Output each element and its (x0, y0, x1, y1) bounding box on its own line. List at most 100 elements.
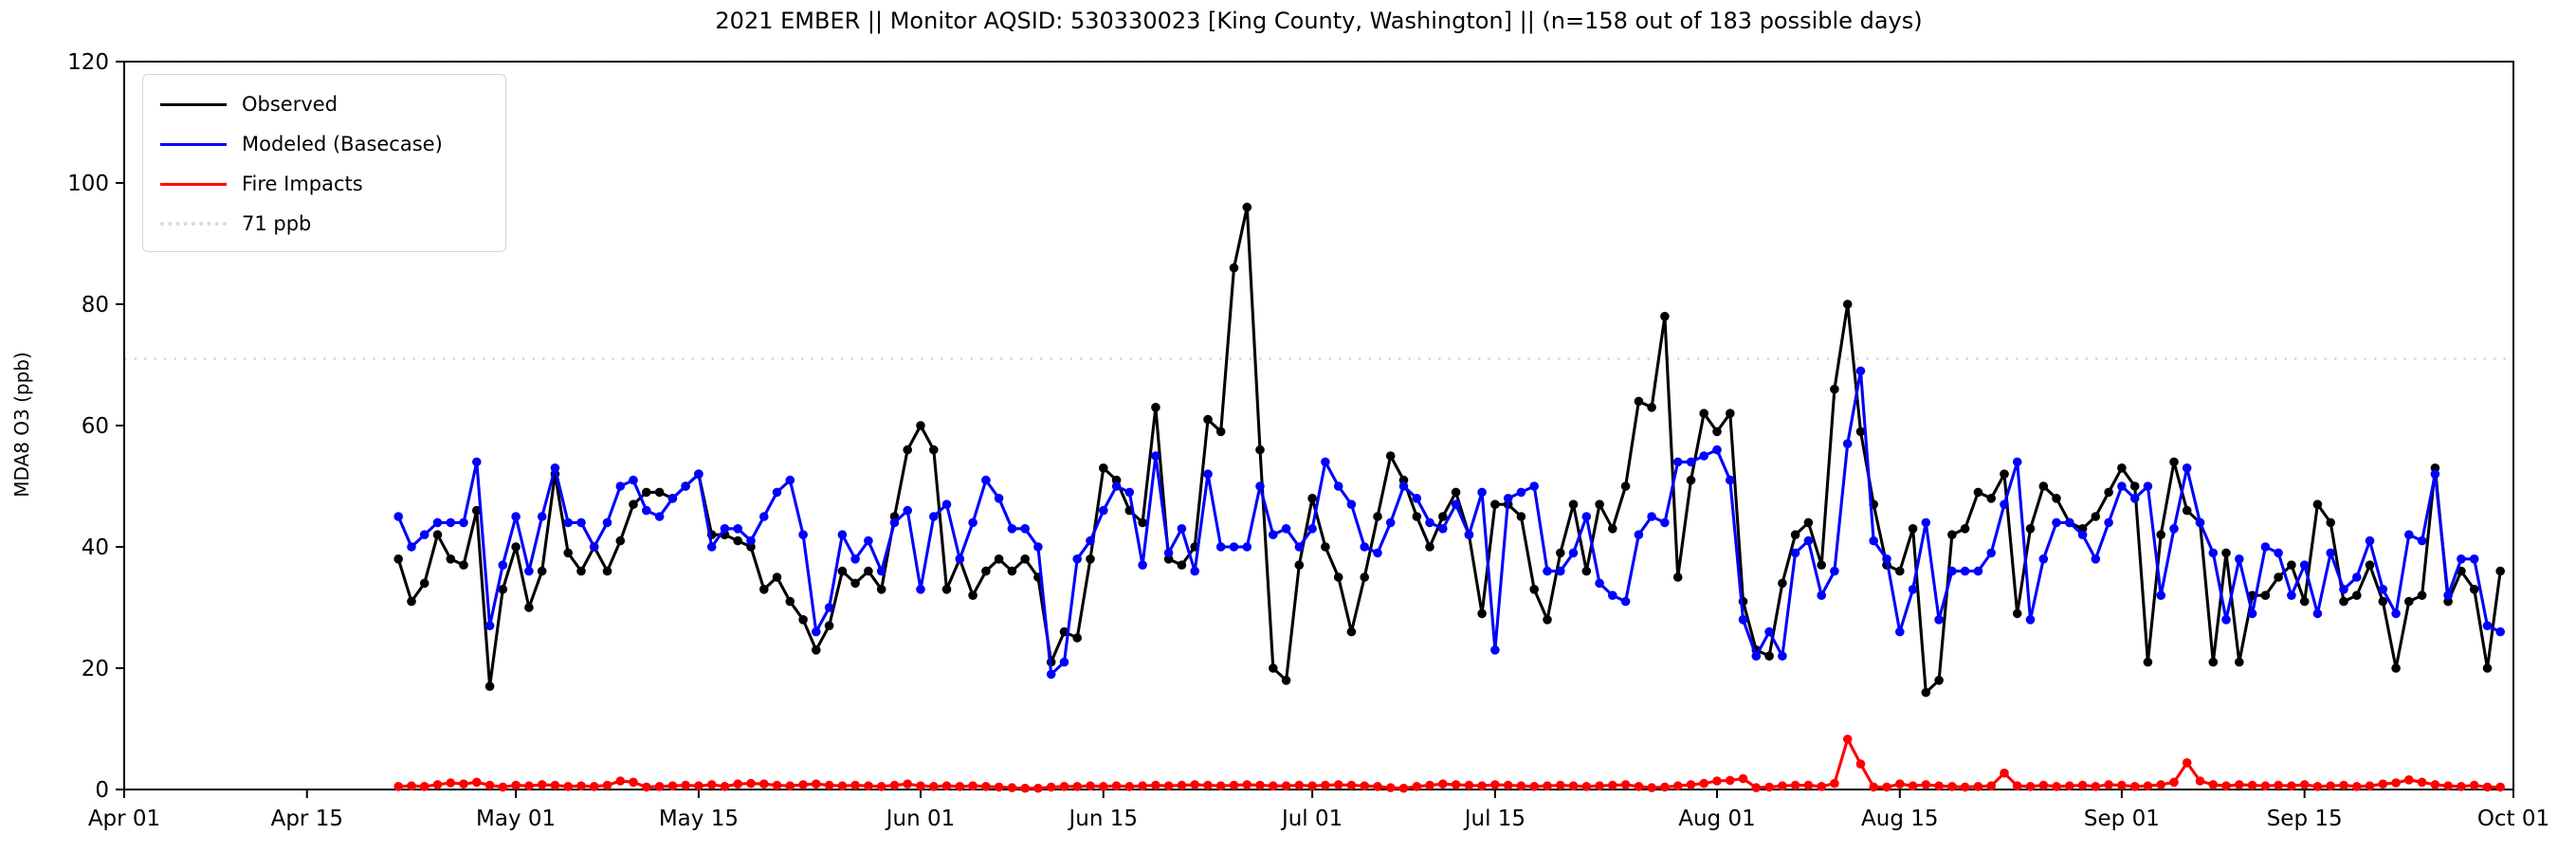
data-point (1151, 451, 1160, 461)
data-point (459, 517, 468, 528)
data-point (2352, 572, 2362, 582)
data-point (1686, 457, 1696, 467)
data-point (1934, 781, 1944, 790)
data-point (733, 779, 742, 789)
data-point (1869, 535, 1878, 546)
data-point (1556, 780, 1565, 790)
x-tick-label: Jun 01 (885, 807, 956, 831)
y-tick-label: 20 (82, 657, 109, 681)
data-point (2339, 596, 2348, 607)
data-point (2378, 585, 2388, 594)
data-point (472, 457, 482, 467)
data-point (2235, 657, 2244, 667)
data-point (1660, 312, 1670, 321)
data-point (1672, 572, 1683, 582)
x-tick-label: Apr 01 (88, 807, 160, 831)
data-point (1360, 572, 1369, 582)
data-point (1477, 608, 1487, 619)
data-point (772, 487, 782, 498)
data-point (2378, 779, 2388, 789)
data-point (824, 621, 834, 630)
data-point (2312, 782, 2323, 791)
data-point (2143, 481, 2153, 491)
data-point (1921, 517, 1931, 528)
data-point (1595, 781, 1604, 790)
data-point (1660, 782, 1670, 792)
data-point (2052, 494, 2061, 503)
y-tick-label: 0 (95, 778, 109, 803)
data-point (1620, 780, 1631, 789)
data-point (446, 778, 456, 788)
data-point (1059, 657, 1069, 667)
data-point (2326, 781, 2335, 790)
data-point (1046, 782, 1056, 792)
data-point (419, 578, 429, 589)
data-point (1778, 578, 1787, 589)
data-point (1307, 494, 1317, 503)
data-point (994, 554, 1004, 564)
data-point (941, 585, 952, 594)
data-point (2235, 554, 2244, 564)
data-point (2025, 524, 2036, 534)
data-point (916, 585, 925, 594)
data-point (1229, 542, 1239, 552)
data-point (994, 494, 1004, 503)
data-point (2052, 782, 2061, 791)
data-point (824, 603, 834, 612)
data-point (2091, 512, 2101, 521)
data-point (1307, 524, 1317, 534)
data-point (419, 530, 429, 539)
data-point (1699, 451, 1708, 461)
data-point (968, 517, 977, 528)
data-point (2443, 590, 2453, 600)
data-point (1333, 572, 1343, 582)
data-point (1321, 457, 1330, 467)
data-point (472, 777, 482, 788)
data-point (1229, 780, 1239, 790)
data-point (1764, 651, 1774, 661)
data-point (1973, 782, 1983, 791)
data-point (1699, 408, 1708, 419)
data-point (1660, 517, 1670, 528)
data-point (1138, 560, 1147, 570)
data-point (889, 780, 900, 790)
data-point (2339, 780, 2348, 790)
data-point (1764, 782, 1774, 792)
data-point (1647, 783, 1656, 792)
data-point (1373, 548, 1382, 558)
data-point (2104, 487, 2113, 498)
data-point (2274, 548, 2283, 558)
data-point (876, 566, 886, 576)
legend-item-label: 71 ppb (242, 212, 312, 235)
data-point (1086, 781, 1095, 790)
data-point (667, 494, 678, 503)
y-tick-label: 100 (67, 172, 109, 196)
data-point (681, 780, 690, 790)
data-point (1294, 542, 1305, 552)
legend-item-label: Modeled (Basecase) (242, 133, 443, 155)
fire-line-swatch-icon (160, 182, 227, 186)
data-point (484, 780, 495, 790)
data-point (1412, 512, 1422, 521)
data-point (1908, 524, 1918, 534)
data-point (837, 566, 848, 576)
data-point (2221, 548, 2231, 558)
data-point (2482, 621, 2493, 630)
data-point (706, 780, 717, 789)
data-point (459, 560, 468, 570)
data-point (1255, 780, 1265, 790)
data-point (772, 780, 782, 790)
data-point (1072, 633, 1082, 643)
data-point (1790, 780, 1800, 790)
data-point (1033, 783, 1043, 793)
data-point (1921, 780, 1931, 789)
data-point (2326, 548, 2335, 558)
data-point (2287, 590, 2296, 600)
data-point (602, 780, 612, 790)
data-point (1490, 780, 1500, 789)
data-point (2260, 781, 2271, 790)
data-point (1986, 548, 1996, 558)
data-point (1882, 554, 1891, 564)
data-point (1947, 782, 1957, 791)
data-point (681, 481, 690, 491)
